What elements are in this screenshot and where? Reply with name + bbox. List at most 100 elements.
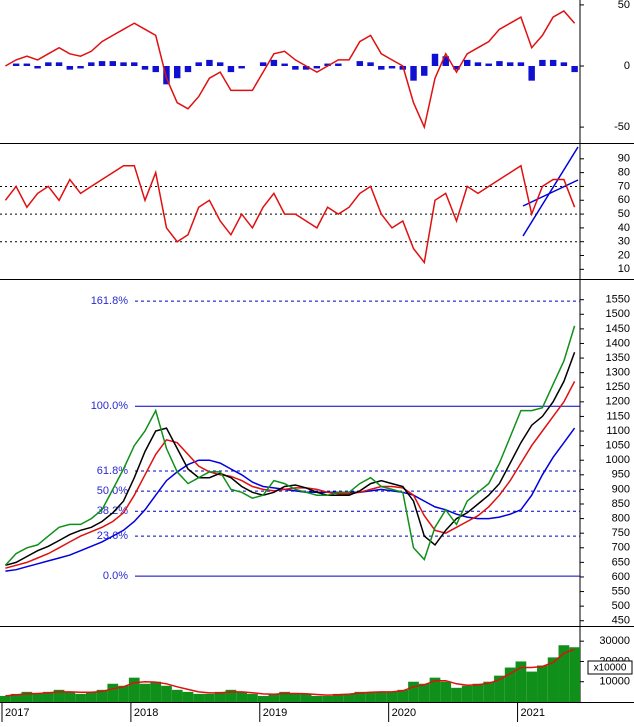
bar	[75, 693, 86, 702]
y-tick-label: 1450	[606, 323, 630, 335]
bar	[182, 691, 194, 702]
bar	[560, 62, 568, 66]
bar	[539, 59, 546, 66]
bar	[311, 695, 323, 702]
line	[5, 427, 576, 572]
bar	[558, 645, 570, 702]
bar	[408, 681, 419, 702]
bar	[259, 62, 267, 66]
line	[5, 10, 576, 130]
bar	[354, 691, 366, 702]
y-tick-label: 1150	[606, 410, 630, 422]
bar	[322, 695, 333, 702]
bar	[214, 691, 226, 702]
y-tick-label: 20	[618, 249, 630, 261]
y-tick-label: 10000	[599, 676, 630, 688]
bar	[461, 685, 473, 702]
bar	[375, 691, 387, 702]
line	[4, 164, 576, 265]
bar	[367, 62, 374, 66]
y-tick-label: 1550	[606, 294, 630, 306]
bar	[193, 693, 205, 702]
bar	[517, 62, 525, 66]
bar	[77, 66, 84, 69]
x-tick-label: 2018	[134, 707, 158, 719]
bar	[45, 62, 52, 66]
y-tick-label: 650	[612, 556, 630, 568]
x-tick-label: 2021	[521, 707, 545, 719]
unit-box	[587, 660, 633, 675]
bar	[418, 683, 430, 702]
bar	[302, 66, 310, 70]
fib-label: 61.8%	[97, 465, 128, 477]
y-tick-label: 600	[612, 571, 630, 583]
y-tick-label: 950	[612, 469, 630, 481]
y-tick-label: 0	[624, 60, 630, 72]
bar	[107, 683, 119, 702]
bar	[571, 66, 578, 73]
bar	[281, 63, 288, 66]
bar	[494, 675, 505, 702]
fib-label: 0.0%	[103, 570, 128, 582]
bar	[537, 665, 548, 702]
y-tick-label: 60	[618, 194, 630, 206]
line	[5, 381, 576, 569]
bar	[290, 693, 301, 702]
bar	[442, 56, 449, 66]
bar	[152, 66, 159, 73]
x-tick-label: 2019	[263, 707, 287, 719]
bar	[236, 691, 248, 702]
bar	[120, 62, 127, 66]
bar	[174, 66, 181, 79]
bar	[247, 693, 258, 702]
bar	[474, 62, 482, 66]
bar	[300, 693, 312, 702]
bar	[526, 671, 538, 702]
y-tick-label: 10	[618, 263, 630, 275]
y-tick-label: 1350	[606, 352, 630, 364]
bar	[268, 693, 280, 702]
bar	[184, 66, 192, 73]
bar	[10, 693, 22, 702]
x-tick-label: 2017	[5, 707, 29, 719]
bar	[34, 66, 41, 69]
bar	[139, 683, 151, 702]
bar	[131, 62, 138, 66]
y-tick-label: 30000	[599, 635, 630, 647]
bar	[483, 681, 495, 702]
y-tick-label: 70	[618, 180, 630, 192]
y-tick-label: 550	[612, 585, 630, 597]
bar	[429, 677, 441, 702]
y-tick-label: 850	[612, 498, 630, 510]
bar	[118, 685, 129, 702]
bar	[515, 661, 527, 702]
bar	[66, 66, 74, 70]
bar	[85, 691, 97, 702]
bar	[216, 62, 224, 66]
bar	[547, 657, 559, 702]
bar	[171, 689, 183, 702]
bar	[472, 683, 484, 702]
bar	[506, 62, 514, 66]
bar	[53, 689, 65, 702]
bar	[257, 695, 269, 702]
line	[5, 648, 575, 697]
bar	[421, 66, 428, 76]
y-tick-label: 1000	[606, 454, 630, 466]
bar	[141, 66, 149, 70]
bar	[343, 693, 355, 702]
x-tick-label: 2020	[392, 707, 416, 719]
bar	[98, 61, 106, 66]
trend-line	[522, 146, 579, 237]
y-tick-label: 500	[612, 600, 630, 612]
y-tick-label: 1100	[606, 425, 630, 437]
bar	[485, 63, 492, 66]
bar	[410, 66, 417, 81]
y-tick-label: 450	[612, 615, 630, 627]
bar	[55, 62, 63, 66]
y-tick-label: 750	[612, 527, 630, 539]
bar	[96, 689, 108, 702]
